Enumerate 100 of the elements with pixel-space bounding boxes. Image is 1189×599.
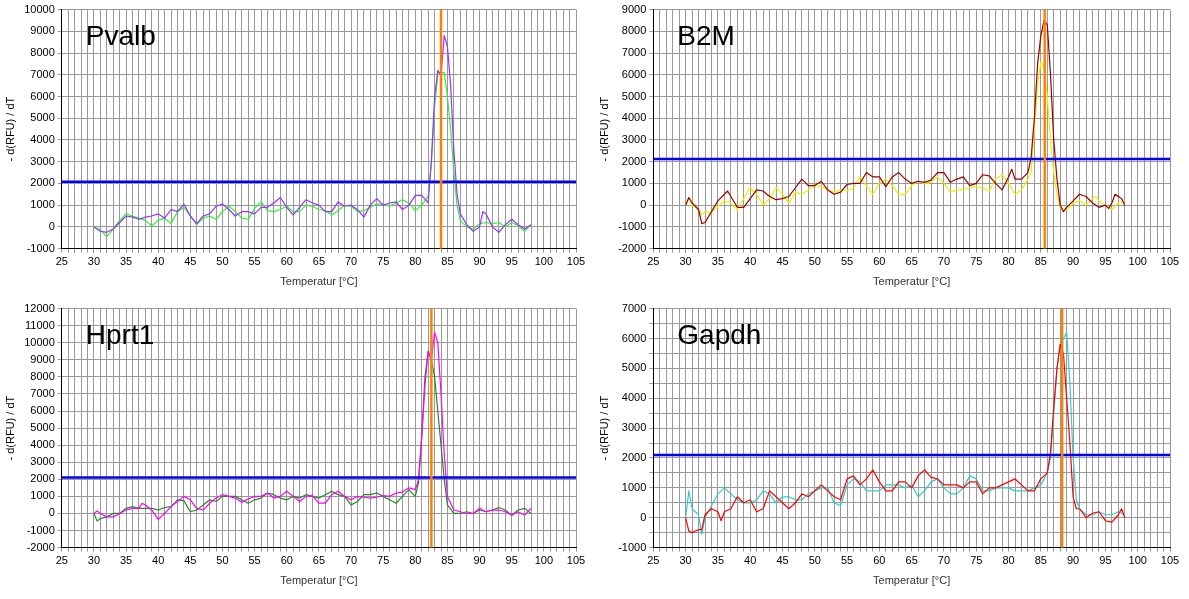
y-tick-label: 6000 [621,331,647,344]
x-tick-label: 85 [441,255,454,268]
x-tick-label: 25 [647,255,660,268]
chart-title: B2M [677,20,735,52]
y-tick-label: -1000 [26,523,55,536]
x-tick-label: 80 [409,255,422,268]
chart-title: Pvalb [85,20,156,52]
x-tick-label: 105 [1160,255,1180,268]
x-axis-title: Temperatur [°C] [873,275,951,288]
y-tick-label: 2000 [621,451,647,464]
y-tick-label: 8000 [30,369,55,382]
x-tick-label: 55 [840,554,854,567]
y-tick-label: 4000 [30,132,55,145]
x-tick-label: 85 [441,554,454,567]
x-tick-label: 90 [1067,255,1080,268]
x-tick-label: 95 [1099,554,1112,567]
y-tick-label: 0 [48,219,55,232]
y-tick-label: 8000 [30,46,55,59]
x-tick-label: 55 [840,255,854,268]
x-tick-label: 65 [312,554,326,567]
x-tick-label: 45 [184,554,197,567]
x-tick-label: 35 [119,255,133,268]
y-tick-label: 10000 [24,2,55,15]
x-tick-label: 80 [1002,255,1015,268]
y-tick-label: 1000 [621,480,647,493]
y-tick-label: 7000 [621,46,647,59]
y-tick-label: 11000 [25,318,55,331]
y-tick-label: -1000 [26,241,55,254]
y-tick-label: 0 [640,510,647,523]
y-tick-label: 2000 [30,176,55,189]
x-tick-label: 45 [776,554,789,567]
x-tick-label: 100 [1128,255,1147,268]
y-tick-label: 1000 [30,489,55,502]
x-tick-label: 35 [711,554,725,567]
x-tick-label: 70 [344,255,358,268]
y-axis-title: - d(RFU) / dT [3,395,16,461]
y-tick-label: 6000 [621,67,647,80]
y-tick-label: 9000 [30,352,55,365]
x-tick-label: 50 [216,554,229,567]
x-tick-label: 80 [1002,554,1015,567]
x-tick-label: 40 [152,554,165,567]
x-tick-label: 95 [1099,255,1112,268]
x-tick-label: 55 [248,554,261,567]
x-tick-label: 40 [744,554,757,567]
y-tick-label: 10000 [24,335,55,348]
x-tick-label: 50 [216,255,229,268]
x-tick-label: 100 [534,554,554,567]
x-tick-label: 105 [566,554,586,567]
x-tick-label: 30 [679,255,692,268]
y-tick-label: -2000 [618,241,647,254]
x-tick-label: 70 [344,554,358,567]
x-tick-label: 65 [905,554,918,567]
y-tick-label: -1000 [618,219,647,232]
x-tick-label: 95 [505,255,518,268]
x-tick-label: 75 [377,255,390,268]
y-axis-title: - d(RFU) / dT [597,395,610,461]
x-tick-label: 30 [87,554,101,567]
y-tick-label: 4000 [621,391,647,404]
x-tick-label: 60 [280,554,293,567]
y-tick-label: 7000 [30,67,55,80]
y-tick-label: 12000 [24,301,55,314]
x-tick-label: 40 [152,255,165,268]
y-tick-label: -1000 [618,540,647,553]
chart-title: Hprt1 [85,319,155,351]
y-tick-label: 0 [640,198,647,211]
y-tick-label: 6000 [30,89,55,102]
x-tick-label: 70 [937,255,951,268]
x-tick-label: 35 [119,554,133,567]
chart-title: Gapdh [677,319,762,351]
x-tick-label: 100 [1128,554,1147,567]
x-tick-label: 85 [1034,255,1047,268]
y-tick-label: 7000 [621,301,647,314]
y-tick-label: 6000 [30,404,55,417]
x-tick-label: 80 [409,554,422,567]
y-tick-label: 5000 [621,361,647,374]
y-axis-title: - d(RFU) / dT [597,96,610,162]
y-tick-label: 1000 [621,176,647,189]
x-tick-label: 60 [873,255,886,268]
x-tick-label: 55 [248,255,261,268]
y-tick-label: 0 [48,506,55,519]
x-tick-label: 90 [473,554,486,567]
x-tick-label: 45 [776,255,789,268]
x-tick-label: 50 [808,554,821,567]
x-tick-label: 105 [566,255,586,268]
x-tick-label: 30 [87,255,101,268]
x-tick-label: 75 [377,554,390,567]
x-tick-label: 25 [647,554,660,567]
y-tick-label: 3000 [30,154,55,167]
y-tick-label: 1000 [30,198,55,211]
y-tick-label: 4000 [621,111,647,124]
x-tick-label: 25 [55,255,68,268]
x-tick-label: 45 [184,255,197,268]
x-tick-label: 65 [905,255,918,268]
y-tick-label: 3000 [621,421,647,434]
x-tick-label: 90 [473,255,486,268]
x-tick-label: 100 [534,255,554,268]
y-tick-label: 5000 [30,111,55,124]
x-axis-title: Temperatur [°C] [280,275,358,288]
x-tick-label: 60 [280,255,293,268]
y-axis-title: - d(RFU) / dT [3,96,16,162]
